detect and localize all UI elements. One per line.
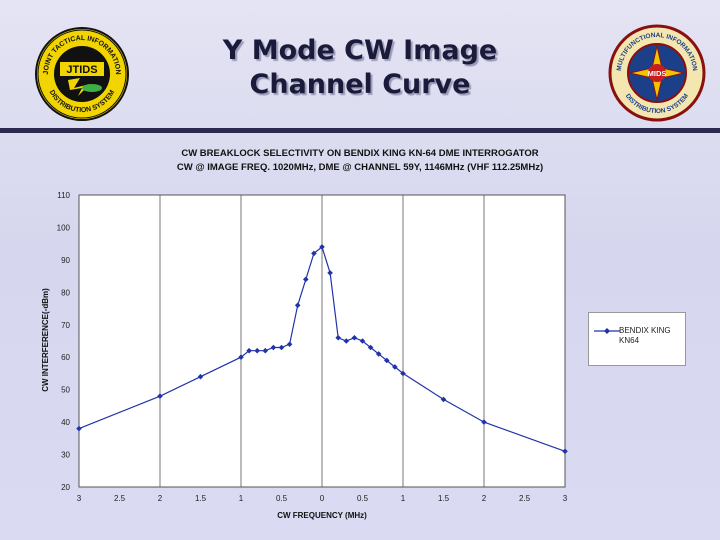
data-point [384, 357, 390, 364]
data-point [400, 370, 406, 377]
x-tick-label: 2 [482, 494, 487, 503]
x-tick-label: 3 [563, 494, 568, 503]
slide-title-line2: Channel Curve [249, 69, 471, 100]
chart-title-line2: CW @ IMAGE FREQ. 1020MHz, DME @ CHANNEL … [177, 162, 543, 173]
data-point [562, 448, 568, 455]
legend-entry-bendix-king: BENDIX KING KN64 [619, 326, 671, 345]
x-tick-label: 1 [239, 494, 244, 503]
y-axis-label: CW INTERFERENCE(-dBm) [41, 288, 50, 392]
y-tick-label: 80 [61, 288, 70, 297]
data-point [481, 419, 487, 425]
x-tick-label: 1.5 [438, 494, 450, 503]
x-axis-label: CW FREQUENCY (MHz) [277, 511, 367, 520]
data-point [343, 338, 350, 344]
data-point [238, 354, 244, 361]
x-tick-label: 2.5 [114, 494, 126, 503]
y-tick-label: 70 [61, 321, 70, 330]
data-point [319, 244, 325, 250]
y-tick-label: 60 [61, 353, 70, 362]
mids-logo: MULTIFUNCTIONAL INFORMATION DISTRIBUTION… [608, 24, 706, 122]
data-point [327, 270, 333, 276]
x-tick-label: 0 [320, 494, 325, 503]
chart-legend: BENDIX KING KN64 [588, 312, 686, 366]
x-tick-label: 2.5 [519, 494, 531, 503]
y-tick-label: 100 [57, 223, 71, 232]
legend-marker [594, 328, 620, 334]
y-tick-label: 40 [61, 418, 70, 427]
x-tick-label: 3 [77, 494, 82, 503]
slide-title: Y Mode CW Image Channel Curve [180, 34, 540, 102]
x-tick-label: 1.5 [195, 494, 207, 503]
data-point [254, 347, 260, 354]
data-point [335, 334, 341, 341]
y-tick-label: 20 [61, 483, 70, 492]
data-point [270, 344, 277, 351]
x-tick-label: 0.5 [357, 494, 369, 503]
data-point [351, 334, 358, 341]
data-point [375, 351, 382, 357]
x-tick-label: 2 [158, 494, 163, 503]
chart-title-line1: CW BREAKLOCK SELECTIVITY ON BENDIX KING … [181, 148, 538, 159]
data-point [440, 396, 447, 403]
data-point [367, 344, 374, 351]
data-point [303, 276, 309, 283]
data-point [278, 344, 285, 351]
data-point [286, 341, 293, 348]
y-tick-label: 90 [61, 256, 70, 265]
x-tick-label: 0.5 [276, 494, 288, 503]
y-tick-label: 110 [57, 191, 70, 200]
data-point [392, 364, 398, 370]
title-divider [0, 128, 720, 133]
data-point [294, 302, 301, 309]
slide-title-line1: Y Mode CW Image [222, 35, 498, 66]
data-point [311, 250, 317, 257]
jtids-logo: JOINT TACTICAL INFORMATION DISTRIBUTION … [35, 27, 129, 121]
data-point [197, 373, 204, 380]
data-point [262, 347, 269, 354]
data-point [246, 347, 252, 354]
jtids-emblem-text: JTIDS [66, 64, 97, 76]
data-point [157, 393, 163, 399]
mids-emblem-text: MIDS [648, 69, 667, 78]
y-tick-label: 50 [61, 386, 70, 395]
data-point [76, 425, 82, 432]
y-tick-label: 30 [61, 451, 70, 460]
x-tick-label: 1 [401, 494, 406, 503]
data-point [359, 338, 366, 344]
